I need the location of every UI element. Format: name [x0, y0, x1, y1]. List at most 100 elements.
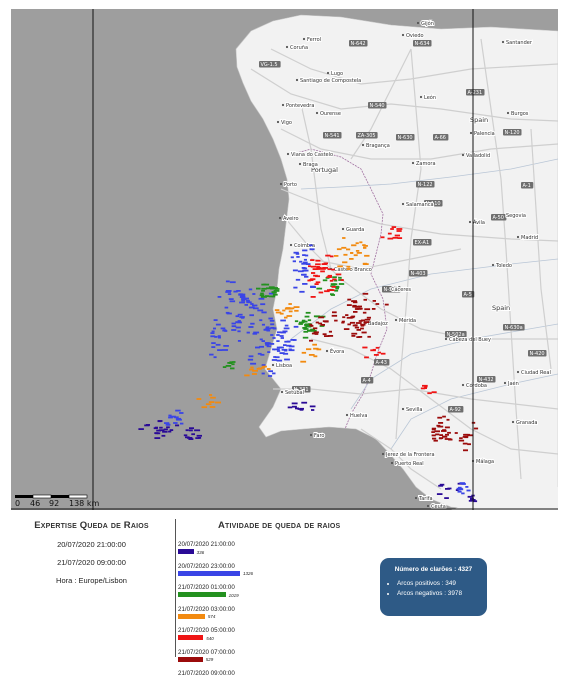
- place-label-badajoz: Badajoz: [368, 321, 388, 327]
- city-dot: [394, 318, 398, 322]
- strike-mark: [175, 424, 180, 427]
- legend-time: 21/07/2020 03:00:00: [178, 605, 235, 613]
- place-label-burgos: Burgos: [511, 111, 529, 117]
- strike-mark: [352, 300, 357, 303]
- strike-mark: [196, 434, 202, 437]
- strike-mark: [309, 329, 315, 332]
- strike-mark: [270, 323, 275, 326]
- strike-mark: [250, 366, 254, 369]
- city-dot: [516, 370, 520, 374]
- strike-mark: [360, 323, 366, 326]
- strike-mark: [371, 308, 376, 310]
- strike-mark: [310, 325, 314, 327]
- road: [310, 248, 462, 270]
- strike-mark: [324, 262, 328, 265]
- strike-mark: [444, 426, 450, 429]
- strike-mark: [340, 279, 344, 281]
- city-dot: [503, 381, 507, 385]
- strike-mark: [273, 356, 277, 358]
- strike-mark: [195, 437, 200, 439]
- scale-label-138: 138 km: [69, 499, 100, 508]
- strike-mark: [153, 427, 158, 430]
- strike-mark: [223, 345, 229, 347]
- place-label-cabeza: Cabeza del Buey: [449, 337, 491, 343]
- strike-mark: [282, 330, 288, 333]
- strike-mark: [309, 248, 315, 251]
- strike-mark: [268, 375, 273, 377]
- strike-mark: [468, 499, 473, 502]
- strike-mark: [292, 269, 298, 272]
- strike-mark: [305, 311, 311, 314]
- strike-mark: [166, 426, 170, 429]
- strike-mark: [354, 324, 358, 327]
- stats-positive: Arcos positivos : 349: [397, 580, 487, 587]
- strike-mark: [282, 309, 286, 312]
- river: [300, 158, 558, 190]
- strike-mark: [392, 236, 399, 239]
- strike-mark: [217, 349, 223, 351]
- strike-mark: [259, 294, 265, 297]
- stats-list: Arcos positivos : 349 Arcos negativos : …: [380, 580, 487, 597]
- strike-mark: [364, 356, 369, 359]
- strike-mark: [210, 335, 216, 338]
- strike-mark: [328, 330, 332, 333]
- strike-mark: [229, 300, 236, 303]
- city-dot: [298, 162, 302, 166]
- city-dot: [414, 496, 418, 500]
- strike-mark: [215, 323, 221, 326]
- city-dot: [276, 120, 280, 124]
- strike-mark: [238, 293, 243, 296]
- strike-mark: [180, 422, 184, 425]
- strike-mark: [303, 328, 309, 330]
- strike-mark: [342, 237, 346, 239]
- road-shield: VG-1.5: [259, 61, 281, 68]
- strike-mark: [375, 303, 380, 305]
- strike-mark: [310, 296, 316, 298]
- svg-text:A-5: A-5: [464, 292, 472, 298]
- city-dot: [390, 461, 394, 465]
- strike-mark: [252, 304, 258, 307]
- map[interactable]: N-642 N-634 VG-1.5 N-540 A-231 N-541 N-120 N-63…: [11, 9, 558, 510]
- strike-mark: [301, 401, 308, 404]
- road: [480, 38, 522, 480]
- strike-mark: [358, 320, 363, 322]
- strike-mark: [298, 323, 303, 325]
- svg-text:N-634: N-634: [415, 41, 430, 47]
- legend-bar: [178, 635, 204, 640]
- strike-mark: [329, 279, 334, 282]
- strike-mark: [233, 290, 238, 293]
- strike-mark: [357, 305, 362, 308]
- scale-label-0: 0: [15, 499, 21, 508]
- strike-mark: [232, 361, 236, 363]
- place-label-jerez: Jerez de la Frontera: [385, 452, 435, 458]
- strike-mark: [154, 437, 161, 439]
- strike-mark: [332, 276, 337, 279]
- river: [350, 323, 558, 410]
- strike-mark: [320, 268, 326, 270]
- strike-mark: [258, 367, 262, 370]
- strike-mark: [351, 315, 356, 318]
- strike-mark: [324, 290, 330, 293]
- map-canvas[interactable]: N-642 N-634 VG-1.5 N-540 A-231 N-541 N-120 N-63…: [11, 9, 558, 510]
- city-dot: [302, 37, 306, 41]
- strike-mark: [319, 325, 325, 327]
- strike-mark: [387, 232, 392, 235]
- svg-text:N-630: N-630: [398, 135, 413, 141]
- strike-mark: [391, 226, 397, 228]
- strike-mark: [320, 270, 325, 273]
- strike-mark: [188, 438, 194, 440]
- strike-mark: [324, 320, 329, 323]
- strike-mark: [253, 331, 260, 334]
- strike-mark: [303, 258, 307, 261]
- strike-mark: [351, 335, 356, 337]
- strike-mark: [294, 320, 299, 323]
- strike-mark: [331, 286, 336, 288]
- road-shield: A-66: [433, 134, 449, 141]
- road-shield: N-110: [424, 200, 443, 207]
- strike-mark: [431, 431, 435, 433]
- strike-mark: [272, 327, 276, 330]
- strike-mark: [210, 396, 216, 399]
- city-dot: [469, 131, 473, 135]
- strike-mark: [259, 319, 263, 322]
- strike-mark: [331, 314, 338, 317]
